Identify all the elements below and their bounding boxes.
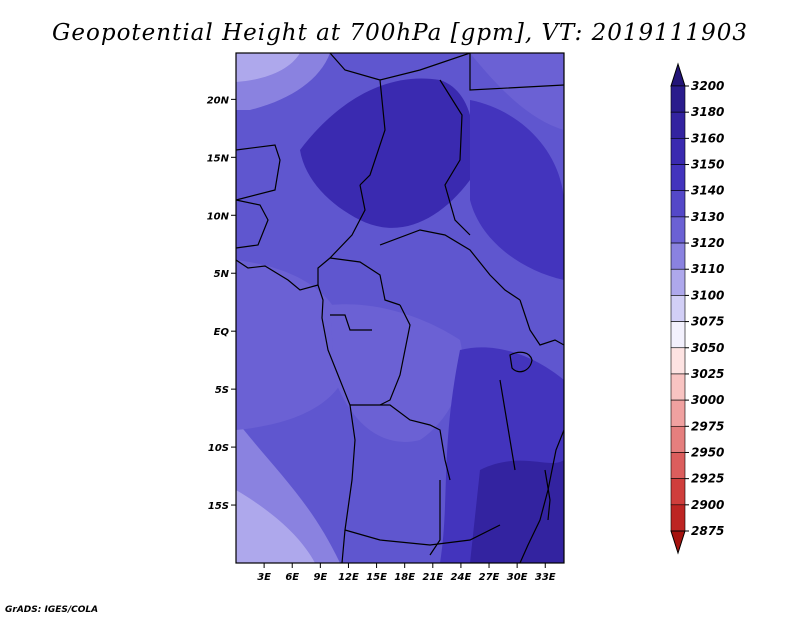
colorbar-label: 2925 xyxy=(691,472,724,486)
border-central-1 xyxy=(317,184,366,285)
colorbar-swatch xyxy=(670,504,686,532)
colorbar-label: 3160 xyxy=(691,131,724,145)
lake-tanganyika xyxy=(499,379,516,471)
x-axis-ticks: 3E 6E 9E 12E 15E 18E 21E 24E 27E 30E 33E xyxy=(257,563,556,583)
y-tick-label: 10N xyxy=(207,211,230,222)
colorbar-swatch xyxy=(670,111,686,139)
field-band-north-dark xyxy=(300,78,474,228)
colorbar: 3200 3180 3160 3150 3140 3130 3120 3110 3100 3075… xyxy=(670,62,724,555)
field-band-northeast-light xyxy=(470,53,564,130)
map-frame xyxy=(235,52,565,564)
x-tick-label: 3E xyxy=(257,572,271,583)
border-congo-2 xyxy=(429,480,441,556)
colorbar-swatch xyxy=(670,295,686,322)
border-congo-1 xyxy=(350,404,451,481)
y-tick-label: 5N xyxy=(214,269,230,280)
y-tick-label: 15S xyxy=(208,501,229,512)
colorbar-label: 3100 xyxy=(691,288,724,302)
border-east-1 xyxy=(519,299,564,346)
border-central-2 xyxy=(379,229,521,301)
colorbar-swatch xyxy=(670,321,686,349)
coastline-west-africa xyxy=(236,259,356,563)
colorbar-label: 3050 xyxy=(691,341,724,355)
x-tick-label: 12E xyxy=(338,572,359,583)
colorbar-swatch xyxy=(670,216,686,244)
x-tick-label: 24E xyxy=(451,572,472,583)
colorbar-top-triangle xyxy=(670,62,686,87)
border-west-1 xyxy=(236,199,269,249)
colorbar-label: 2950 xyxy=(691,445,724,459)
y-tick-label: 5S xyxy=(215,385,229,396)
colorbar-label: 3120 xyxy=(691,236,724,250)
x-tick-label: 27E xyxy=(479,572,500,583)
colorbar-label: 3000 xyxy=(691,393,724,407)
border-north-2 xyxy=(329,53,386,186)
colorbar-swatch xyxy=(670,268,686,296)
border-north-3 xyxy=(379,53,471,81)
border-south-1 xyxy=(344,524,501,546)
colorbar-label: 2975 xyxy=(691,419,724,433)
colorbar-bottom-triangle xyxy=(670,530,686,555)
colorbar-swatch xyxy=(670,373,686,401)
colorbar-label: 3075 xyxy=(691,315,724,329)
colorbar-label: 3025 xyxy=(691,367,724,381)
border-north-1 xyxy=(236,144,281,201)
country-borders xyxy=(236,53,564,563)
grads-credit: GrADS: IGES/COLA xyxy=(5,605,98,615)
x-tick-label: 33E xyxy=(535,572,556,583)
colorbar-swatch xyxy=(670,242,686,270)
y-tick-label: 20N xyxy=(207,95,230,106)
border-east-2 xyxy=(469,53,564,91)
x-tick-label: 21E xyxy=(422,572,443,583)
x-tick-label: 6E xyxy=(285,572,299,583)
colorbar-label: 3130 xyxy=(691,210,724,224)
colorbar-label: 3110 xyxy=(691,262,724,276)
border-north-4 xyxy=(439,79,471,236)
colorbar-swatch xyxy=(670,190,686,218)
colorbar-swatch xyxy=(670,164,686,192)
field-band-northwest-lighter xyxy=(236,53,300,82)
y-tick-label: 15N xyxy=(207,153,230,164)
x-tick-label: 18E xyxy=(394,572,415,583)
border-central-5 xyxy=(330,314,372,331)
colorbar-swatch xyxy=(670,85,686,113)
colorbar-label: 3140 xyxy=(691,184,724,198)
y-axis-ticks: 20N 15N 10N 5N EQ 5S 10S 15S xyxy=(207,95,236,512)
x-tick-label: 15E xyxy=(366,572,387,583)
colorbar-swatch xyxy=(670,425,686,453)
colorbar-label: 2875 xyxy=(691,524,724,538)
border-central-3 xyxy=(329,257,401,306)
height-field xyxy=(236,53,564,563)
y-tick-label: 10S xyxy=(208,443,229,454)
field-band-northeast xyxy=(470,100,564,280)
lake-malawi xyxy=(544,469,551,521)
colorbar-swatch xyxy=(670,478,686,506)
colorbar-swatch xyxy=(670,347,686,375)
field-band-central-medium xyxy=(330,304,463,442)
colorbar-label: 3200 xyxy=(691,79,724,93)
x-tick-label: 30E xyxy=(507,572,528,583)
colorbar-swatch xyxy=(670,452,686,479)
field-band-southwest-lighter xyxy=(236,490,315,563)
lake-victoria xyxy=(509,351,533,373)
colorbar-swatch xyxy=(670,138,686,165)
coastline-east-africa xyxy=(519,429,564,563)
field-band-southeast-darkest xyxy=(470,460,564,563)
field-band-west xyxy=(236,260,350,430)
colorbar-label: 3180 xyxy=(691,105,724,119)
colorbar-label: 3150 xyxy=(691,158,724,172)
map-title: Geopotential Height at 700hPa [gpm], VT:… xyxy=(52,20,748,46)
y-tick-label: EQ xyxy=(214,327,230,338)
border-central-4 xyxy=(379,304,411,406)
colorbar-label: 2900 xyxy=(691,498,724,512)
colorbar-swatch xyxy=(670,399,686,427)
x-tick-label: 9E xyxy=(313,572,327,583)
